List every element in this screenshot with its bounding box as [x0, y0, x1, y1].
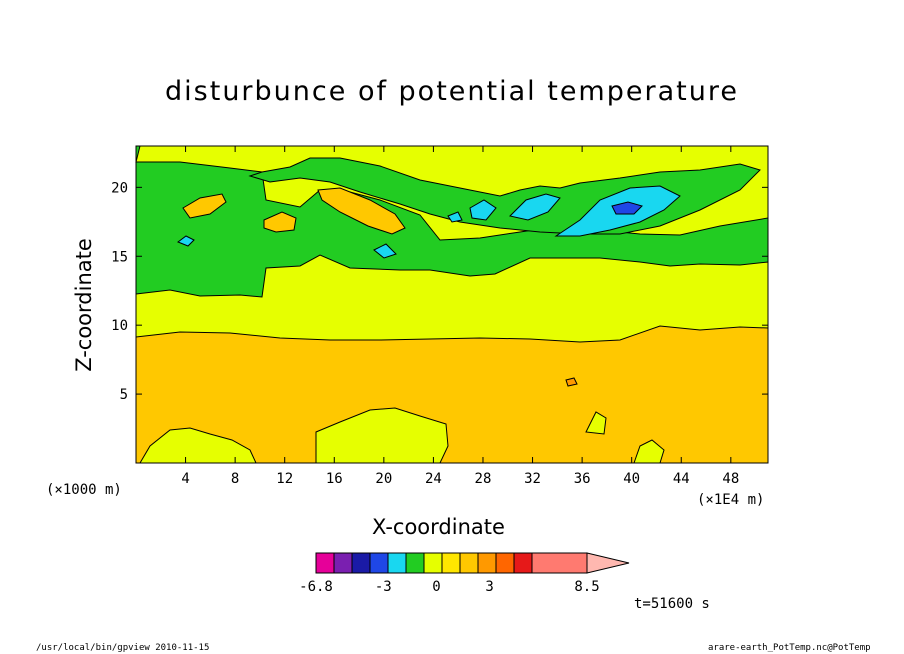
colorbar-tick-label: 3: [485, 579, 493, 595]
y-axis-ticks: 5 10 15 20: [111, 180, 768, 403]
colorbar-tick-label: -3: [375, 579, 392, 595]
orange-upper-blob-1: [317, 187, 406, 235]
cyan-cell-2: [509, 193, 561, 221]
footer-left: /usr/local/bin/gpview 2010-11-15: [36, 643, 210, 653]
x-tick-label: 48: [722, 471, 739, 487]
colorbar-swatch: [369, 552, 389, 574]
x-axis-label: X-coordinate: [372, 515, 505, 539]
time-label: t=51600 s: [634, 596, 710, 612]
cyan-cell-4: [373, 243, 397, 259]
x-axis-ticks: 4 8 12 16 20 24 28 32 36 40 44 48: [181, 146, 739, 487]
colorbar-tick-label: 8.5: [574, 579, 599, 595]
x-tick-label: 12: [276, 471, 293, 487]
x-tick-label: 36: [574, 471, 591, 487]
colorbar-swatch: [531, 552, 588, 574]
yellow-surface-blob-1: [315, 407, 449, 464]
x-tick-label: 4: [181, 471, 189, 487]
cyan-cell-3: [469, 199, 497, 221]
colorbar-swatch: [315, 552, 335, 574]
blue-core: [611, 201, 643, 215]
x-tick-label: 28: [475, 471, 492, 487]
colorbar-tick-label: -6.8: [299, 579, 333, 595]
colorbar-swatch: [405, 552, 425, 574]
x-tick-label: 32: [524, 471, 541, 487]
plot-frame: [135, 145, 769, 464]
x-unit-left-label: (×1000 m): [46, 482, 122, 498]
orange-mid-dot: [565, 377, 578, 387]
orange-upper-blob-2: [263, 211, 297, 233]
colorbar-swatch: [423, 552, 443, 574]
yellow-surface-blob-2: [139, 427, 257, 464]
cyan-cell-6: [447, 211, 463, 223]
yellow-surface-blob-3: [585, 411, 607, 435]
colorbar-swatch: [477, 552, 497, 574]
y-tick-label: 20: [111, 180, 128, 196]
colorbar-swatch: [459, 552, 479, 574]
plot-area: [135, 145, 769, 464]
cyan-cell-5: [176, 235, 195, 247]
colorbar-swatch: [333, 552, 353, 574]
colorbar-swatch: [351, 552, 371, 574]
x-tick-label: 44: [673, 471, 690, 487]
chart-title: disturbunce of potential temperature: [165, 76, 739, 107]
colorbar-swatch: [513, 552, 533, 574]
footer-right: arare-earth_PotTemp.nc@PotTemp: [708, 643, 871, 653]
colorbar-swatch: [387, 552, 407, 574]
x-tick-label: 24: [425, 471, 442, 487]
y-tick-label: 5: [120, 387, 128, 403]
colorbar-extend-arrow: [586, 552, 630, 574]
x-tick-label: 40: [623, 471, 640, 487]
x-tick-label: 20: [375, 471, 392, 487]
y-tick-label: 15: [111, 249, 128, 265]
colorbar-swatch: [441, 552, 461, 574]
y-tick-label: 10: [111, 318, 128, 334]
colorbar-tick-label: 0: [432, 579, 440, 595]
colorbar: -6.8 -3 0 3 8.5: [299, 552, 630, 595]
x-tick-label: 16: [326, 471, 343, 487]
orange-upper-blob-3: [182, 193, 227, 219]
colorbar-swatch: [495, 552, 515, 574]
x-unit-right-label: (×1E4 m): [697, 492, 765, 508]
x-tick-label: 8: [231, 471, 239, 487]
